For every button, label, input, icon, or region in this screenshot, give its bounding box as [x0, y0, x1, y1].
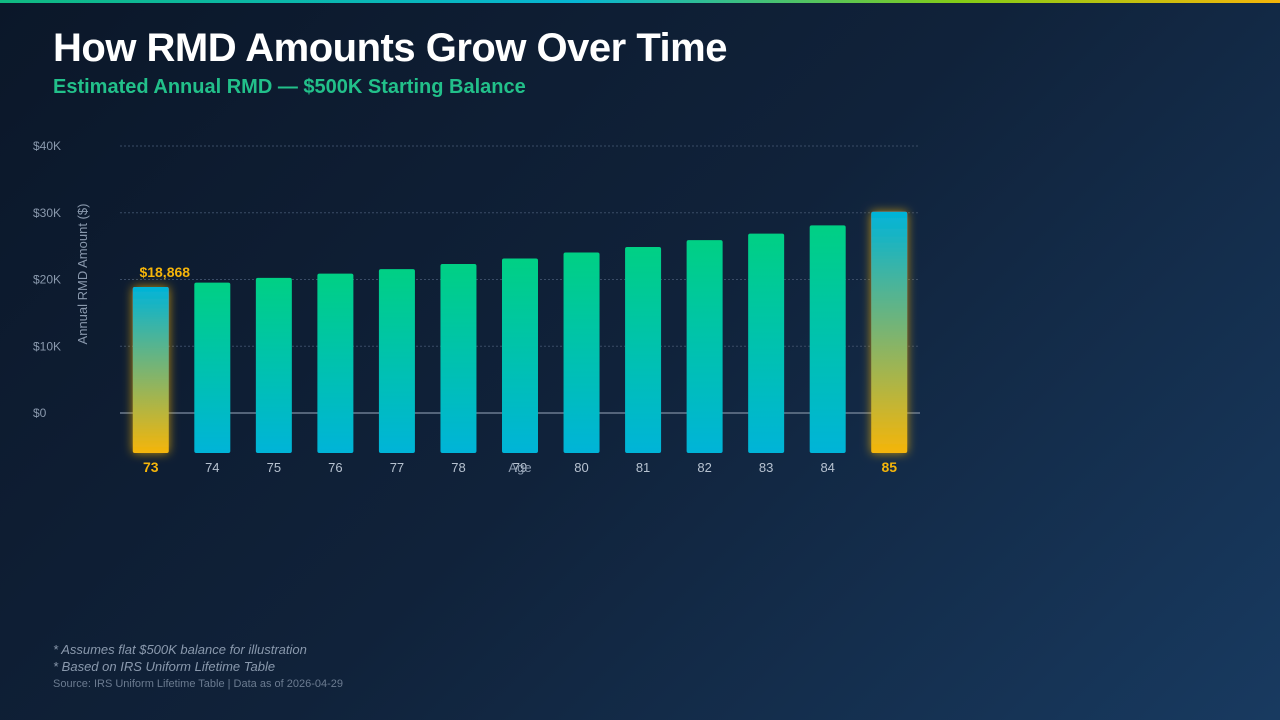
x-tick-label-83: 83: [759, 460, 773, 475]
bar-age-81: [625, 246, 662, 453]
bars: [132, 211, 908, 453]
data-labels: $18,868: [139, 264, 190, 280]
y-axis-ticks: $0 $10K $20K $30K $40K: [33, 139, 61, 420]
x-tick-label-82: 82: [697, 460, 711, 475]
bar-age-75: [255, 277, 292, 453]
footnote-1: * Assumes flat $500K balance for illustr…: [53, 642, 307, 657]
x-tick-label-80: 80: [574, 460, 588, 475]
bar-age-76: [317, 273, 354, 453]
bar-age-83: [748, 233, 785, 453]
bar-age-85: [871, 211, 908, 453]
x-axis-ticks: 73 74 75 76 77 78 79 80 81 82 83 84 85: [143, 459, 897, 475]
bar-age-84: [809, 225, 846, 453]
bar-age-73: [132, 287, 169, 453]
x-tick-label-77: 77: [390, 460, 404, 475]
page-subtitle: Estimated Annual RMD — $500K Starting Ba…: [53, 76, 526, 98]
x-axis-label: Age: [508, 460, 531, 475]
bar-age-74: [194, 282, 231, 453]
data-label-age-73: $18,868: [139, 264, 190, 280]
y-tick-label: $40K: [33, 139, 61, 153]
x-tick-label-75: 75: [267, 460, 281, 475]
y-tick-label: $20K: [33, 273, 61, 287]
bar-age-78: [440, 264, 477, 453]
bar-age-77: [378, 269, 415, 453]
x-tick-label-74: 74: [205, 460, 219, 475]
y-axis-label: Annual RMD Amount ($): [75, 204, 90, 345]
page-title: How RMD Amounts Grow Over Time: [53, 26, 727, 70]
x-tick-label-79: 79: [513, 460, 527, 475]
x-tick-label-73: 73: [143, 459, 159, 475]
bar-age-82: [686, 240, 723, 453]
accent-bar: [0, 0, 1280, 3]
x-tick-label-81: 81: [636, 460, 650, 475]
x-tick-label-85: 85: [881, 459, 897, 475]
x-tick-label-84: 84: [820, 460, 834, 475]
bar-age-80: [563, 252, 600, 453]
bar-age-79: [502, 258, 538, 453]
y-tick-label: $30K: [33, 206, 61, 220]
source-note: Source: IRS Uniform Lifetime Table | Dat…: [53, 678, 344, 690]
x-tick-label-78: 78: [451, 460, 465, 475]
x-tick-label-76: 76: [328, 460, 342, 475]
footnote-2: * Based on IRS Uniform Lifetime Table: [53, 659, 276, 674]
y-tick-label: $10K: [33, 339, 61, 353]
y-tick-label: $0: [33, 406, 47, 420]
